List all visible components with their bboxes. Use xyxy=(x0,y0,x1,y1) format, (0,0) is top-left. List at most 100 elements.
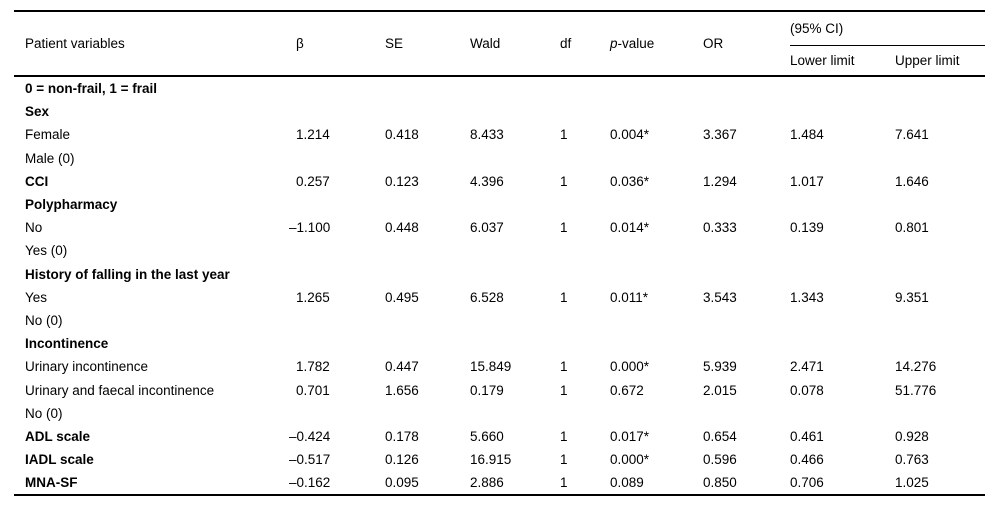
cell-upper-limit: 1.646 xyxy=(895,173,929,189)
cell-beta: 1.265 xyxy=(296,289,330,305)
cell-df: 1 xyxy=(560,220,568,236)
cell-beta xyxy=(296,402,385,425)
cell-lower-limit: 1.484 xyxy=(790,127,824,143)
col-header-patient-variables: Patient variables xyxy=(14,11,296,77)
cell-se xyxy=(385,402,470,425)
p-value-italic-part: p xyxy=(610,36,618,51)
cell-upper-limit: 0.928 xyxy=(895,428,929,444)
cell-beta xyxy=(296,309,385,332)
cell-beta xyxy=(296,193,385,216)
cell-upper-limit xyxy=(895,76,985,100)
cell-df: 1 xyxy=(560,127,568,143)
cell-se: 0.447 xyxy=(385,359,419,375)
cell-wald xyxy=(470,147,560,170)
table-row: CCI 0.257 0.123 4.396 1 0.036* 1.294 1.017 1.646 xyxy=(14,170,985,193)
cell-lower-limit xyxy=(790,193,895,216)
cell-lower-limit xyxy=(790,239,895,262)
cell-df xyxy=(560,239,610,262)
cell-df: 1 xyxy=(560,173,568,189)
table-row: No (0) xyxy=(14,309,985,332)
cell-or xyxy=(703,402,790,425)
cell-df xyxy=(560,309,610,332)
cell-df xyxy=(560,263,610,286)
cell-wald xyxy=(470,263,560,286)
cell-upper-limit xyxy=(895,193,985,216)
row-label: CCI xyxy=(25,173,49,189)
table-row: Sex xyxy=(14,100,985,123)
cell-p-value xyxy=(610,332,703,355)
cell-or: 3.367 xyxy=(703,127,737,143)
cell-upper-limit xyxy=(895,402,985,425)
cell-se xyxy=(385,239,470,262)
cell-df xyxy=(560,76,610,100)
row-label: Incontinence xyxy=(25,336,109,352)
row-label: History of falling in the last year xyxy=(25,266,230,282)
cell-upper-limit: 7.641 xyxy=(895,127,929,143)
cell-p-value xyxy=(610,100,703,123)
cell-lower-limit xyxy=(790,76,895,100)
cell-upper-limit xyxy=(895,332,985,355)
table-row: 0 = non-frail, 1 = frail xyxy=(14,76,985,100)
cell-p-value: 0.014* xyxy=(610,220,650,236)
cell-beta: 1.214 xyxy=(296,127,330,143)
cell-df: 1 xyxy=(560,359,568,375)
header-row-top: Patient variables β SE Wald df p-value O… xyxy=(14,11,986,77)
row-label: Yes (0) xyxy=(25,243,68,259)
col-header-or: OR xyxy=(703,11,790,77)
cell-se: 0.123 xyxy=(385,173,419,189)
cell-lower-limit xyxy=(790,402,895,425)
header-row-ci-sub: Lower limit Upper limit xyxy=(14,45,986,77)
col-header-lower-limit: Lower limit xyxy=(790,45,895,77)
table-body: 0 = non-frail, 1 = frail Sex Female 1.214 0.… xyxy=(14,76,985,495)
cell-or xyxy=(703,309,790,332)
cell-lower-limit xyxy=(790,147,895,170)
cell-or: 5.939 xyxy=(703,359,737,375)
row-label: IADL scale xyxy=(25,452,94,468)
row-label: Male (0) xyxy=(25,150,75,166)
cell-se xyxy=(385,309,470,332)
cell-upper-limit xyxy=(895,239,985,262)
cell-wald: 0.179 xyxy=(470,382,504,398)
row-label: No (0) xyxy=(25,405,63,421)
cell-wald: 15.849 xyxy=(470,359,512,375)
cell-wald xyxy=(470,193,560,216)
cell-p-value xyxy=(610,76,703,100)
cell-or xyxy=(703,147,790,170)
table-row: Urinary incontinence 1.782 0.447 15.849 1 0.0… xyxy=(14,355,985,378)
cell-se: 0.418 xyxy=(385,127,419,143)
cell-se: 0.095 xyxy=(385,475,419,491)
table-row: ADL scale –0.424 0.178 5.660 1 0.017* 0.654 0.4… xyxy=(14,425,985,448)
cell-df xyxy=(560,100,610,123)
table-row: Urinary and faecal incontinence 0.701 1.65… xyxy=(14,378,985,401)
row-label: No xyxy=(25,220,43,236)
cell-lower-limit: 0.461 xyxy=(790,428,824,444)
cell-se xyxy=(385,332,470,355)
cell-or xyxy=(703,76,790,100)
cell-df xyxy=(560,147,610,170)
cell-wald xyxy=(470,332,560,355)
cell-wald: 16.915 xyxy=(470,452,512,468)
cell-se xyxy=(385,100,470,123)
cell-p-value: 0.000* xyxy=(610,359,650,375)
cell-se xyxy=(385,76,470,100)
cell-df xyxy=(560,402,610,425)
cell-wald: 4.396 xyxy=(470,173,504,189)
cell-p-value xyxy=(610,263,703,286)
cell-p-value xyxy=(610,239,703,262)
cell-p-value: 0.017* xyxy=(610,428,650,444)
row-label: No (0) xyxy=(25,312,63,328)
cell-lower-limit: 0.706 xyxy=(790,475,824,491)
cell-or xyxy=(703,332,790,355)
cell-or: 0.333 xyxy=(703,220,737,236)
cell-or xyxy=(703,100,790,123)
cell-beta: 0.701 xyxy=(296,382,330,398)
cell-df xyxy=(560,193,610,216)
cell-wald: 6.037 xyxy=(470,220,504,236)
row-label: MNA-SF xyxy=(25,475,78,491)
table-header: Patient variables β SE Wald df p-value O… xyxy=(14,11,986,77)
cell-se: 0.495 xyxy=(385,289,419,305)
col-header-upper-limit: Upper limit xyxy=(895,45,986,77)
cell-upper-limit xyxy=(895,147,985,170)
cell-beta xyxy=(296,100,385,123)
cell-p-value xyxy=(610,147,703,170)
